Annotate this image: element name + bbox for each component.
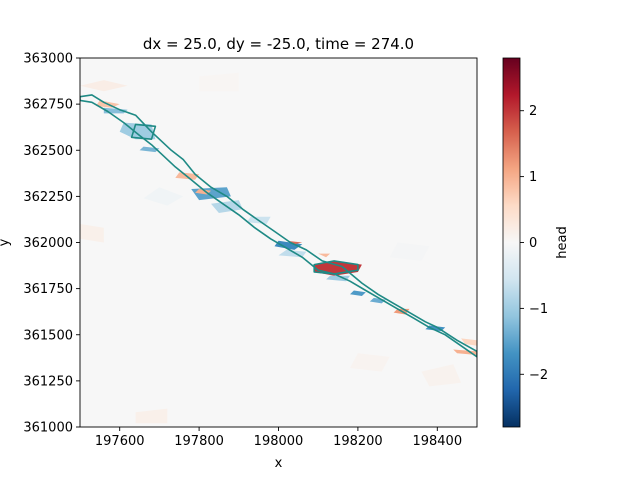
- colorbar-tick-label: −2: [529, 368, 548, 383]
- x-axis: 197600 197800 198000 198200 198400: [95, 427, 462, 449]
- head-cell: [318, 253, 331, 258]
- colorbar-gradient: [502, 57, 521, 428]
- y-tick-label: 362750: [23, 98, 73, 113]
- background-cell: [80, 80, 128, 92]
- y-tick-label: 363000: [23, 52, 73, 67]
- y-axis-title: y: [0, 238, 12, 246]
- x-tick-label: 198400: [412, 434, 462, 449]
- head-cell: [274, 240, 303, 250]
- x-tick-label: 198200: [333, 434, 383, 449]
- background-cell: [143, 187, 184, 206]
- river-outline: [313, 260, 359, 275]
- background-cell: [389, 242, 430, 261]
- head-cell: [326, 275, 350, 282]
- y-tick-label: 361500: [23, 328, 73, 343]
- chart-title: dx = 25.0, dy = -25.0, time = 274.0: [143, 35, 414, 53]
- y-tick-label: 361750: [23, 282, 73, 297]
- x-axis-title: x: [275, 456, 283, 471]
- y-axis: 361000 361250 361500 361750 362000 362250 3625…: [23, 52, 80, 436]
- river-outline: [130, 123, 157, 140]
- colorbar-title: head: [555, 226, 570, 258]
- y-tick-label: 362500: [23, 144, 73, 159]
- colorbar-tick-label: −1: [529, 302, 548, 317]
- head-cell: [350, 290, 366, 296]
- x-tick-label: 198000: [254, 434, 304, 449]
- y-tick-label: 362250: [23, 190, 73, 205]
- background-cell: [199, 72, 239, 92]
- background-cell: [80, 224, 104, 243]
- x-tick-label: 197800: [174, 434, 224, 449]
- y-tick-label: 361000: [23, 421, 73, 436]
- y-tick-label: 361250: [23, 374, 73, 389]
- colorbar-tick-label: 0: [529, 236, 537, 251]
- river-outline: [80, 94, 477, 358]
- colorbar-tick-label: 2: [529, 104, 537, 119]
- plot-area: [79, 57, 478, 428]
- background-cell: [350, 353, 390, 372]
- background-cell: [421, 364, 462, 387]
- x-tick-label: 197600: [95, 434, 145, 449]
- background-cell: [135, 408, 168, 424]
- y-tick-label: 362000: [23, 236, 73, 251]
- colorbar-tick-label: 1: [529, 170, 537, 185]
- colorbar: −2 −1 0 1 2: [502, 57, 548, 428]
